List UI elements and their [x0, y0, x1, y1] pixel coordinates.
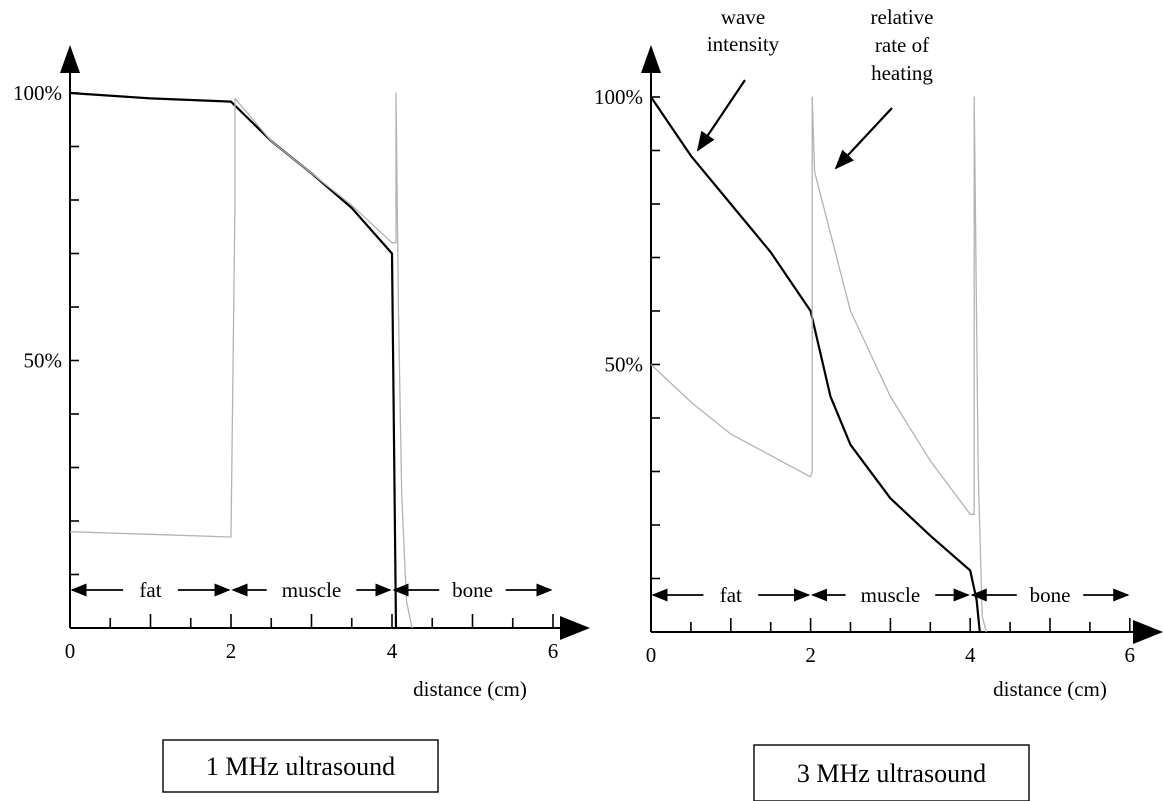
- region-muscle: muscle: [810, 583, 970, 607]
- chart-1mhz: 50% 100% 0 2 4 6 distance (cm) fat muscle bone 1 M…: [13, 45, 590, 793]
- region-label-bone: bone: [1030, 583, 1071, 607]
- region-fat: fat: [70, 578, 231, 602]
- x-axis-arrowhead: [560, 616, 590, 640]
- region-label-muscle: muscle: [282, 578, 341, 602]
- region-label-bone: bone: [452, 578, 493, 602]
- y-tick-label-50: 50%: [605, 353, 644, 377]
- annotation-line: relative: [871, 5, 934, 29]
- annotation-arrow: [834, 107, 893, 170]
- y-tick-label-100: 100%: [594, 85, 643, 109]
- wave-intensity-line: [650, 96, 981, 633]
- region-bone: bone: [970, 583, 1130, 607]
- annotation-line: rate of: [875, 33, 929, 57]
- x-tick-label-6: 6: [1125, 643, 1136, 667]
- chart-title: 3 MHz ultrasound: [797, 759, 986, 788]
- x-tick-label-4: 4: [965, 643, 976, 667]
- region-bone: bone: [392, 578, 553, 602]
- x-tick-label-4: 4: [387, 639, 398, 663]
- region-label-muscle: muscle: [861, 583, 920, 607]
- x-axis-arrowhead: [1133, 620, 1163, 644]
- chart-title: 1 MHz ultrasound: [206, 752, 395, 781]
- caption-box: [162, 739, 439, 793]
- annotation-line: intensity: [707, 32, 780, 56]
- annotation-0: wave intensity: [696, 5, 780, 152]
- y-tick-label-100: 100%: [13, 81, 62, 105]
- y-tick-label-50: 50%: [24, 349, 63, 373]
- annotation-line: heating: [871, 61, 933, 85]
- region-label-fat: fat: [720, 583, 742, 607]
- annotation-1: relative rate of heating: [834, 5, 934, 170]
- region-fat: fat: [651, 583, 811, 607]
- y-axis-arrowhead: [60, 45, 80, 73]
- x-tick-label-0: 0: [65, 639, 76, 663]
- y-axis-arrowhead: [641, 45, 661, 73]
- x-tick-label-0: 0: [646, 643, 657, 667]
- x-tick-label-6: 6: [548, 639, 559, 663]
- annotation-line: wave: [721, 5, 765, 29]
- x-tick-label-2: 2: [805, 643, 816, 667]
- x-axis-label: distance (cm): [993, 677, 1107, 701]
- region-label-fat: fat: [139, 578, 161, 602]
- x-tick-label-2: 2: [226, 639, 237, 663]
- x-axis-label: distance (cm): [413, 677, 527, 701]
- heating-rate-line: [69, 92, 413, 629]
- region-muscle: muscle: [231, 578, 392, 602]
- heating-rate-line: [650, 96, 987, 633]
- annotation-arrow: [696, 79, 746, 152]
- chart-3mhz: 50% 100% 0 2 4 6 distance (cm) fat muscle bone wav…: [594, 5, 1163, 801]
- caption-box: [753, 744, 1030, 801]
